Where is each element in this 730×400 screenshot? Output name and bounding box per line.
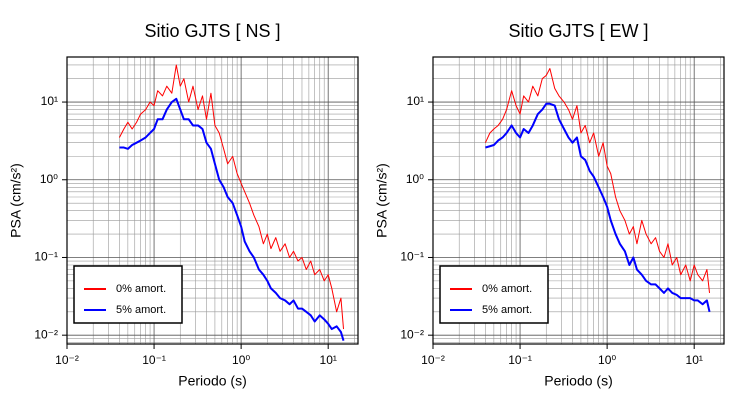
data-line [119,97,345,341]
legend: 0% amort. 5% amort. [73,265,183,324]
chart-title: Sitio GJTS [ EW ] [508,21,648,41]
y-tick-label: 10⁰ [40,172,58,186]
data-line [484,68,711,293]
legend-label: 0% amort. [482,283,532,295]
y-tick-label: 10¹ [41,94,58,108]
panel: 10⁻² 10⁻¹ 10⁰ 10¹ 10⁻² 10⁻¹ 10⁰ 10¹ Sitio GJTS [… [374,21,725,389]
x-tick-label: 10⁻² [55,353,79,367]
y-tick-label: 10⁻² [34,327,58,341]
legend-label: 5% amort. [482,304,532,316]
x-axis-label: Periodo (s) [178,373,246,389]
x-tick-label: 10⁰ [598,353,616,367]
y-tick-label: 10⁰ [406,172,424,186]
y-tick-label: 10⁻² [400,327,424,341]
x-tick-label: 10⁰ [232,353,250,367]
legend-label: 5% amort. [116,304,166,316]
x-tick-label: 10⁻¹ [508,353,532,367]
legend-box [73,265,183,324]
data-line [118,64,345,330]
plot-frame [432,56,725,345]
legend-label: 0% amort. [116,283,166,295]
legend-box [439,265,549,324]
y-tick-label: 10⁻¹ [34,250,58,264]
y-tick-label: 10¹ [407,94,424,108]
legend: 0% amort. 5% amort. [439,265,549,324]
data-line [485,102,711,313]
y-axis-label: PSA (cm/s²) [374,163,390,238]
x-tick-label: 10¹ [686,353,703,367]
x-tick-label: 10¹ [320,353,337,367]
x-tick-label: 10⁻² [421,353,445,367]
plot-frame [66,56,359,345]
panel: 10⁻² 10⁻¹ 10⁰ 10¹ 10⁻² 10⁻¹ 10⁰ 10¹ Sitio GJTS [… [8,21,359,389]
chart-title: Sitio GJTS [ NS ] [144,21,280,41]
y-axis-label: PSA (cm/s²) [8,163,24,238]
x-tick-label: 10⁻¹ [142,353,166,367]
x-axis-label: Periodo (s) [544,373,612,389]
y-tick-label: 10⁻¹ [400,250,424,264]
